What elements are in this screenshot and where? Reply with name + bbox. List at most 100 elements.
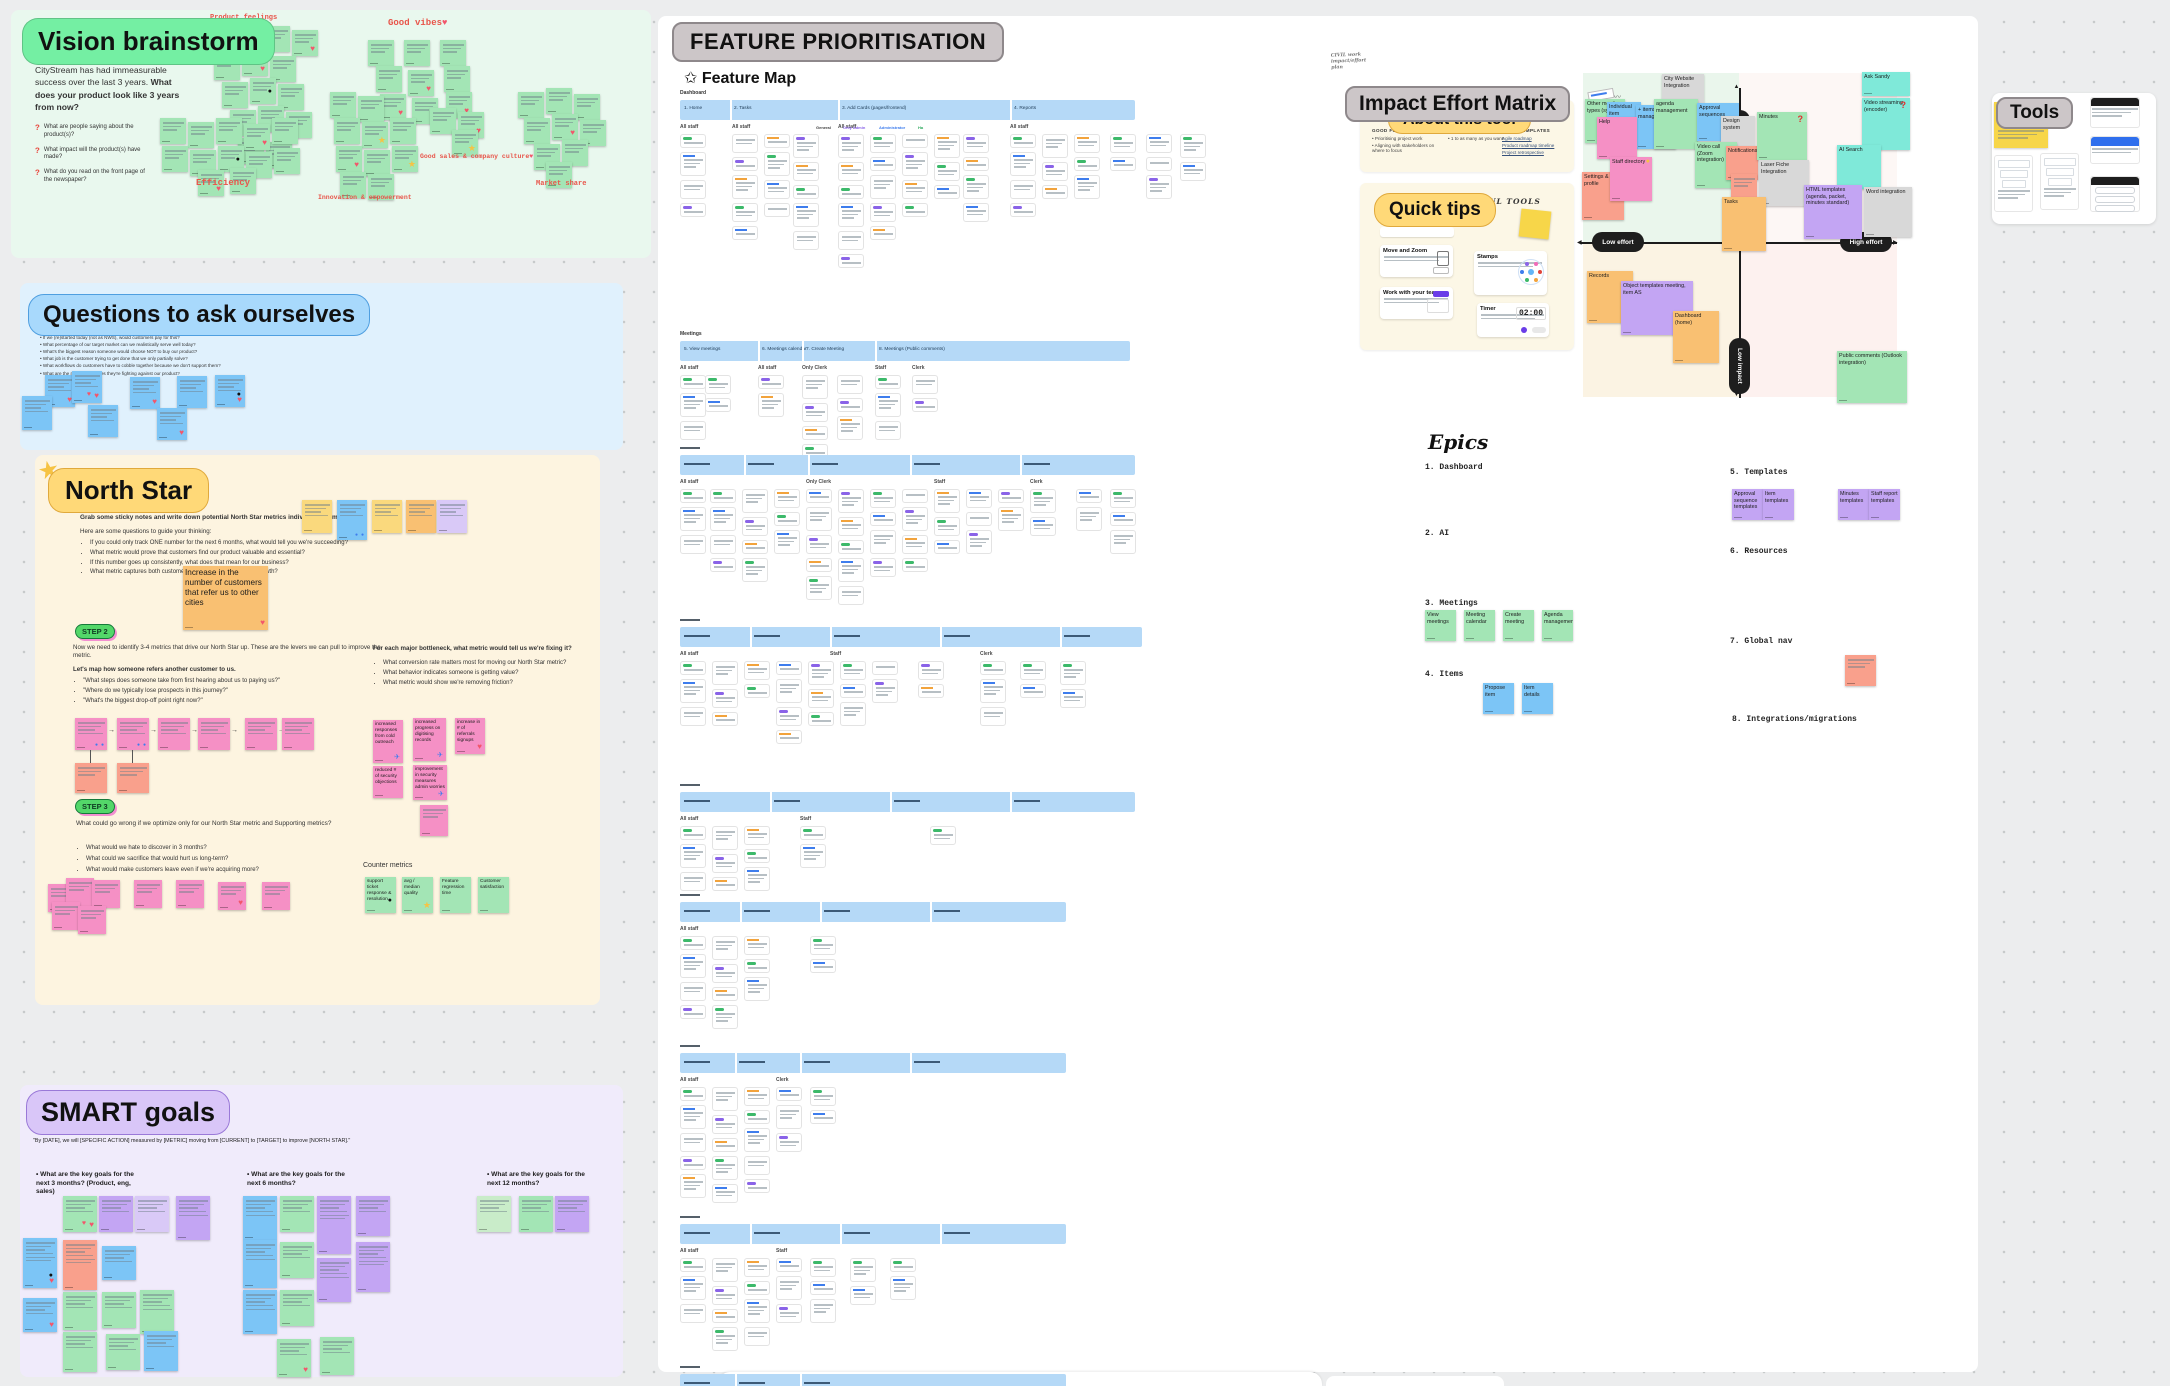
sticky-note[interactable] xyxy=(66,878,94,906)
feature-card[interactable] xyxy=(902,134,928,148)
sticky-note[interactable]: Minutes? xyxy=(1757,112,1807,160)
feature-card[interactable] xyxy=(712,1286,738,1305)
feature-card[interactable] xyxy=(806,489,832,503)
feature-card[interactable] xyxy=(934,540,960,554)
bottom-sheet-small[interactable] xyxy=(1326,1376,1504,1386)
sticky-note[interactable]: increased responses from cold outreach ✈ xyxy=(373,720,403,763)
feature-card[interactable] xyxy=(776,707,802,726)
feature-card[interactable] xyxy=(774,530,800,554)
sticky-note[interactable] xyxy=(262,882,290,910)
feature-card[interactable] xyxy=(802,403,828,422)
sticky-note[interactable]: Minutes templates xyxy=(1838,489,1869,520)
feature-card[interactable] xyxy=(963,203,989,222)
sticky-note[interactable] xyxy=(282,718,314,750)
quick-tip-card[interactable]: Move and Zoom xyxy=(1380,245,1453,277)
feature-card[interactable] xyxy=(870,530,896,554)
feature-card[interactable] xyxy=(837,416,863,440)
feature-card[interactable] xyxy=(705,375,731,394)
feature-card[interactable] xyxy=(732,175,758,199)
feature-card[interactable] xyxy=(872,679,898,703)
feature-card[interactable] xyxy=(744,849,770,863)
quick-tip-card[interactable]: Work with your team xyxy=(1380,287,1453,319)
feature-section-bar[interactable] xyxy=(680,1053,1066,1073)
sticky-note[interactable] xyxy=(317,1258,351,1302)
feature-card[interactable] xyxy=(680,375,706,389)
feature-card[interactable] xyxy=(902,535,928,554)
sticky-note[interactable] xyxy=(158,718,190,750)
feature-card[interactable] xyxy=(870,558,896,577)
sticky-note[interactable] xyxy=(88,405,118,437)
feature-card[interactable] xyxy=(680,1156,706,1170)
sticky-note[interactable]: Item templates xyxy=(1763,489,1794,520)
feature-card[interactable] xyxy=(1074,157,1100,171)
feature-card[interactable] xyxy=(966,489,992,508)
feature-section-bar[interactable]: 1. Home 2. Tasks 3. Add Cards (pages/front… xyxy=(680,100,1135,120)
feature-card[interactable] xyxy=(776,1258,802,1272)
feature-card[interactable] xyxy=(870,134,896,153)
sticky-note[interactable] xyxy=(555,1196,589,1232)
smart-title-pill[interactable]: SMART goals xyxy=(26,1090,231,1135)
feature-card[interactable] xyxy=(902,558,928,572)
feature-card[interactable] xyxy=(680,421,706,440)
feature-card[interactable] xyxy=(1110,157,1136,171)
sticky-note[interactable]: Staff directory ● xyxy=(1610,157,1652,201)
sticky-note[interactable] xyxy=(270,56,296,82)
sticky-note[interactable] xyxy=(280,1242,314,1278)
questions-title-pill[interactable]: Questions to ask ourselves xyxy=(28,294,371,336)
sticky-note[interactable] xyxy=(546,162,572,188)
feature-card[interactable] xyxy=(810,1281,836,1295)
feature-card[interactable] xyxy=(1110,489,1136,508)
quick-tips-pill[interactable]: Quick tips xyxy=(1374,193,1496,227)
feature-card[interactable] xyxy=(680,535,706,554)
feature-card[interactable] xyxy=(744,1110,770,1124)
feature-card[interactable] xyxy=(776,1105,802,1129)
feature-card[interactable] xyxy=(800,844,826,868)
feature-card[interactable] xyxy=(712,1258,738,1282)
feature-card[interactable] xyxy=(918,684,944,698)
sticky-note[interactable] xyxy=(444,66,470,92)
feature-card[interactable] xyxy=(712,1005,738,1029)
feature-card[interactable] xyxy=(870,203,896,222)
sticky-note[interactable]: Feature regression time xyxy=(440,877,471,913)
feature-card[interactable] xyxy=(934,489,960,513)
feature-card[interactable] xyxy=(1020,661,1046,680)
feature-card[interactable] xyxy=(712,1156,738,1180)
feature-card[interactable] xyxy=(998,507,1024,531)
feature-card[interactable] xyxy=(890,1276,916,1300)
yellow-sticky[interactable] xyxy=(1518,208,1552,240)
tools-widget-blue[interactable] xyxy=(2090,136,2140,164)
template-link[interactable]: Project retrospective xyxy=(1502,150,1544,155)
sticky-note[interactable]: ● xyxy=(250,78,276,104)
feature-card[interactable] xyxy=(744,1327,770,1346)
tools-widget-dark[interactable] xyxy=(2090,97,2140,128)
feature-card[interactable] xyxy=(776,1276,802,1300)
feature-card[interactable] xyxy=(680,1258,706,1272)
feature-card[interactable] xyxy=(680,1174,706,1198)
feature-card[interactable] xyxy=(806,507,832,531)
feature-card[interactable] xyxy=(742,489,768,513)
sticky-note[interactable] xyxy=(477,1196,511,1232)
feature-card[interactable] xyxy=(744,867,770,891)
feature-card[interactable] xyxy=(1074,175,1100,199)
sticky-note[interactable] xyxy=(340,172,366,198)
sticky-note[interactable]: Tasks xyxy=(1722,197,1766,251)
sticky-note[interactable]: Staff report templates xyxy=(1869,489,1900,520)
sticky-note[interactable] xyxy=(198,718,230,750)
feature-card[interactable] xyxy=(680,826,706,840)
sticky-note[interactable]: ♥ ♥ xyxy=(63,1196,97,1232)
sticky-note[interactable] xyxy=(274,148,300,174)
feature-card[interactable] xyxy=(808,712,834,726)
sticky-note[interactable]: ♥ ♥ xyxy=(72,371,102,403)
feature-card[interactable] xyxy=(802,426,828,440)
sticky-note[interactable] xyxy=(302,500,332,533)
sticky-note[interactable]: Increase in the number of customers that… xyxy=(183,566,268,630)
sticky-note[interactable]: Ask Sandy xyxy=(1862,72,1910,96)
sticky-note[interactable] xyxy=(117,763,149,793)
feature-card[interactable] xyxy=(1076,489,1102,503)
feature-section-bar[interactable] xyxy=(680,455,1135,475)
feature-card[interactable] xyxy=(810,959,836,973)
sticky-note[interactable]: agenda management xyxy=(1654,99,1698,149)
sticky-note[interactable] xyxy=(99,1196,133,1232)
feature-card[interactable] xyxy=(870,226,896,240)
feature-card[interactable] xyxy=(744,1258,770,1277)
